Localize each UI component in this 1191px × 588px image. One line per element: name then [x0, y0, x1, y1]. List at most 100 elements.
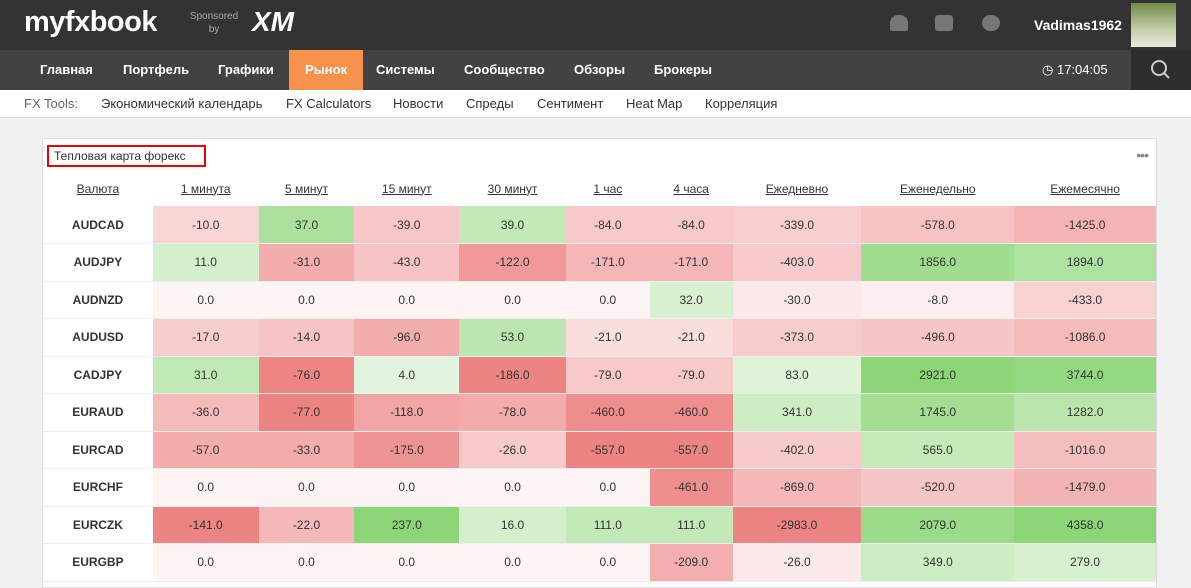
tool-link[interactable]: Heat Map: [626, 96, 683, 111]
pair-cell: CADJPY: [43, 356, 153, 394]
nav-item[interactable]: Обзоры: [574, 62, 626, 77]
heat-cell: -10.0: [152, 206, 259, 244]
heat-cell: -186.0: [459, 356, 566, 394]
heatmap-table: Валюта 1 минута 5 минут 15 минут 30 минут 1 ч…: [43, 171, 1156, 582]
heat-cell: 32.0: [649, 281, 733, 319]
tools-label: FX Tools:: [24, 96, 78, 111]
heat-cell: 0.0: [459, 468, 566, 507]
heat-cell: -21.0: [649, 318, 733, 357]
heat-cell: 83.0: [732, 356, 862, 394]
column-header[interactable]: Валюта: [76, 181, 120, 196]
pair-cell: EURCAD: [43, 431, 153, 469]
column-header[interactable]: Ежемесячно: [1050, 181, 1120, 196]
heat-cell: 0.0: [258, 543, 355, 582]
heat-cell: 0.0: [152, 281, 259, 319]
search-icon: [1151, 60, 1170, 79]
heat-cell: -122.0: [459, 243, 566, 282]
heat-cell: -36.0: [152, 393, 259, 432]
heat-cell: -1086.0: [1014, 318, 1156, 357]
heat-cell: 1856.0: [861, 243, 1015, 282]
sponsored: Sponsored: [189, 11, 239, 22]
nav-item[interactable]: Главная: [40, 62, 93, 77]
heat-cell: -57.0: [152, 431, 259, 469]
heat-cell: 3744.0: [1014, 356, 1156, 394]
sponsor-logo[interactable]: XM: [252, 6, 294, 37]
heat-cell: 53.0: [459, 318, 566, 357]
heat-cell: 1894.0: [1014, 243, 1156, 282]
chat-icon[interactable]: [982, 15, 1000, 31]
column-header[interactable]: 1 минута: [180, 181, 231, 196]
top-bar: myfxbook Sponsored by XM Vadimas1962: [0, 0, 1191, 50]
nav-bar: ◷ 17:04:05 Главная Портфель Графики Рынок Си…: [0, 50, 1191, 90]
heat-cell: -433.0: [1014, 281, 1156, 319]
column-header[interactable]: Еженедельно: [899, 181, 976, 196]
column-header[interactable]: 1 час: [593, 181, 623, 196]
heat-cell: 0.0: [565, 543, 650, 582]
heat-cell: -578.0: [861, 206, 1015, 244]
avatar[interactable]: [1131, 3, 1176, 47]
mail-icon[interactable]: [935, 15, 953, 31]
nav-item[interactable]: Портфель: [123, 62, 190, 77]
tool-link[interactable]: Сентимент: [537, 96, 604, 111]
heat-cell: -17.0: [152, 318, 259, 357]
heat-cell: 349.0: [861, 543, 1015, 582]
heat-cell: 0.0: [565, 468, 650, 507]
heat-cell: 111.0: [649, 506, 733, 544]
column-header[interactable]: Ежедневно: [765, 181, 829, 196]
nav-item[interactable]: Рынок: [289, 50, 364, 90]
logo[interactable]: myfxbook: [24, 6, 157, 38]
tool-link[interactable]: Новости: [393, 96, 444, 111]
nav-item[interactable]: Системы: [376, 62, 435, 77]
tool-link[interactable]: FX Calculators: [286, 96, 372, 111]
heat-cell: 37.0: [258, 206, 355, 244]
column-header[interactable]: 4 часа: [673, 181, 709, 196]
tool-link[interactable]: Спреды: [466, 96, 514, 111]
pair-cell: EURCHF: [43, 468, 153, 507]
heat-cell: -403.0: [732, 243, 862, 282]
panel-title: Тепловая карта форекс: [47, 145, 206, 167]
table-row: CADJPY 31.0 -76.0 4.0 -186.0 -79.0 -79.0 83.0 29…: [43, 356, 1156, 394]
column-header[interactable]: 5 минут: [284, 181, 329, 196]
heat-cell: -76.0: [258, 356, 355, 394]
heat-cell: 341.0: [732, 393, 862, 432]
username[interactable]: Vadimas1962: [1034, 17, 1122, 33]
panel-menu[interactable]: •••: [1136, 147, 1149, 163]
heat-cell: -1425.0: [1014, 206, 1156, 244]
table-row: EURAUD -36.0 -77.0 -118.0 -78.0 -460.0 -460.0 3…: [43, 393, 1156, 432]
nav-item[interactable]: Брокеры: [654, 62, 713, 77]
heat-cell: -14.0: [258, 318, 355, 357]
heat-cell: -84.0: [649, 206, 733, 244]
table-body: AUDCAD -10.0 37.0 -39.0 39.0 -84.0 -84.0 -339.0…: [43, 206, 1156, 582]
heat-cell: -373.0: [732, 318, 862, 357]
heat-cell: -460.0: [649, 393, 733, 432]
heat-cell: 0.0: [354, 468, 460, 507]
nav-item[interactable]: Сообщество: [464, 62, 545, 77]
heat-cell: 4358.0: [1014, 506, 1156, 544]
heat-cell: -39.0: [354, 206, 460, 244]
heatmap-panel: Тепловая карта форекс ••• Валюта 1 минута…: [42, 138, 1157, 588]
tools-bar: FX Tools: Экономический календарь FX Calcu…: [0, 90, 1191, 118]
table-row: EURGBP 0.0 0.0 0.0 0.0 0.0 -209.0 -26.0 349.0 279…: [43, 543, 1156, 582]
search-button[interactable]: [1131, 50, 1191, 90]
tool-link[interactable]: Корреляция: [705, 96, 778, 111]
nav-item[interactable]: Графики: [218, 62, 274, 77]
tool-link[interactable]: Экономический календарь: [101, 96, 263, 111]
heat-cell: -21.0: [565, 318, 650, 357]
heat-cell: -2983.0: [732, 506, 862, 544]
header-row: Валюта 1 минута 5 минут 15 минут 30 минут 1 ч…: [43, 171, 1156, 206]
column-header[interactable]: 30 минут: [487, 181, 538, 196]
heat-cell: -43.0: [354, 243, 460, 282]
bell-icon[interactable]: [890, 15, 908, 31]
table-row: AUDCAD -10.0 37.0 -39.0 39.0 -84.0 -84.0 -339.0…: [43, 206, 1156, 244]
table-row: AUDUSD -17.0 -14.0 -96.0 53.0 -21.0 -21.0 -373.…: [43, 318, 1156, 357]
heat-cell: -1016.0: [1014, 431, 1156, 469]
heat-cell: -175.0: [354, 431, 460, 469]
column-header[interactable]: 15 минут: [381, 181, 432, 196]
pair-cell: AUDCAD: [43, 206, 153, 244]
clock: ◷ 17:04:05: [1042, 62, 1108, 77]
heat-cell: -79.0: [565, 356, 650, 394]
heat-cell: -22.0: [258, 506, 355, 544]
pair-cell: EURGBP: [43, 543, 153, 582]
pair-cell: AUDUSD: [43, 318, 153, 357]
